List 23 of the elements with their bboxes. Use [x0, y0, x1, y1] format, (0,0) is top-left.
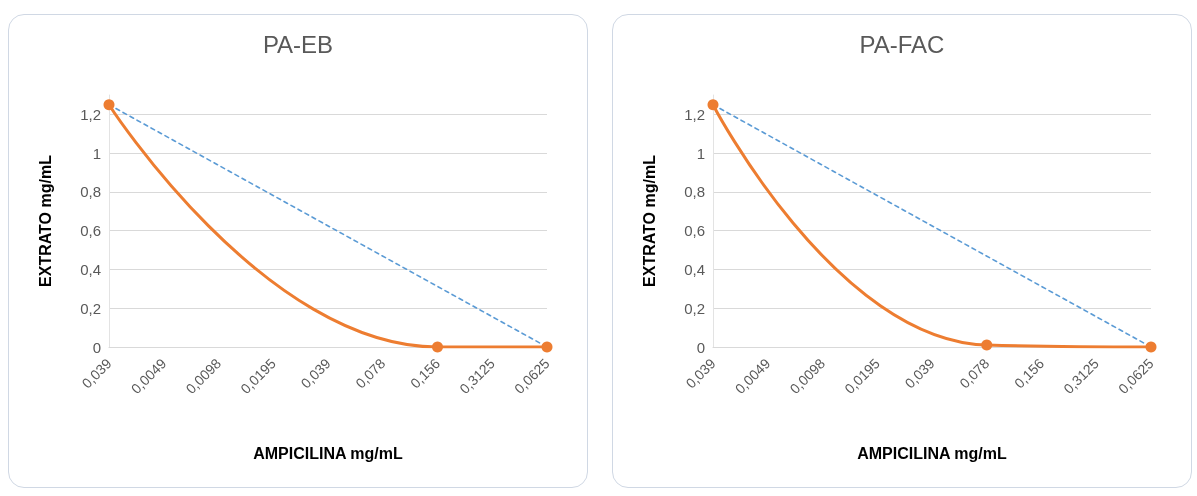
chart-title: PA-FAC	[859, 30, 945, 58]
y-tick-label: 0,4	[684, 260, 705, 278]
y-tick-label: 0,8	[80, 183, 101, 201]
y-tick-label: 0,6	[684, 222, 705, 240]
x-axis-title: AMPICILINA mg/mL	[253, 444, 404, 462]
y-tick-label: 0,8	[684, 183, 705, 201]
y-axis-title: EXTRATO mg/mL	[640, 154, 658, 287]
y-tick-label: 0,4	[80, 260, 101, 278]
y-tick-label: 0	[696, 338, 705, 356]
y-tick-label: 1	[92, 144, 101, 162]
y-tick-label: 0	[92, 338, 101, 356]
x-axis-title: AMPICILINA mg/mL	[857, 444, 1008, 462]
point	[707, 99, 719, 111]
y-tick-label: 1	[696, 144, 705, 162]
point	[981, 339, 993, 351]
y-axis-title: EXTRATO mg/mL	[36, 154, 54, 287]
chart-title: PA-EB	[262, 30, 334, 58]
y-tick-label: 1,2	[684, 105, 705, 123]
y-tick-label: 0,2	[80, 299, 101, 317]
y-tick-label: 0,6	[80, 222, 101, 240]
y-tick-label: 0,2	[684, 299, 705, 317]
point	[1145, 341, 1157, 353]
y-tick-label: 1,2	[80, 105, 101, 123]
